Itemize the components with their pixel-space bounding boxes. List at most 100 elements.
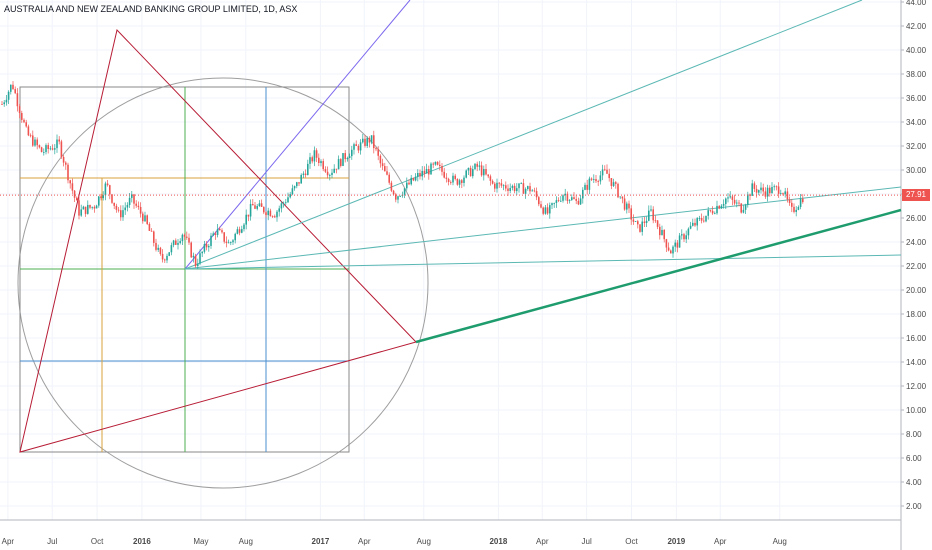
candle-body <box>698 218 701 219</box>
y-tick-label: 30.00 <box>906 166 927 175</box>
candle-body <box>434 161 437 165</box>
candle-body <box>194 255 197 266</box>
candle-body <box>76 197 78 201</box>
candle-body <box>329 174 331 176</box>
candle-body <box>452 175 454 183</box>
candle-body <box>509 187 511 191</box>
candle-body <box>201 251 203 254</box>
candle-body <box>777 186 780 194</box>
candle-body <box>293 186 296 189</box>
candle-body <box>454 175 456 179</box>
candle-body <box>722 203 725 206</box>
candle-body <box>672 246 674 254</box>
chart-title: AUSTRALIA AND NEW ZEALAND BANKING GROUP … <box>4 4 298 14</box>
candle-body <box>1 104 3 105</box>
candle-body <box>527 186 529 190</box>
candle-body <box>311 157 313 162</box>
candle-body <box>234 233 236 241</box>
candle-body <box>656 220 659 227</box>
candle-body <box>271 216 274 217</box>
candle-body <box>678 235 681 248</box>
candle-body <box>161 253 164 260</box>
x-tick-label: Oct <box>91 537 104 546</box>
candle-body <box>313 150 316 162</box>
candle-body <box>465 170 467 178</box>
x-tick-label: Apr <box>2 537 15 546</box>
candle-body <box>91 206 93 208</box>
candle-body <box>588 178 591 190</box>
candle-body <box>725 198 727 204</box>
candle-body <box>597 181 599 182</box>
candle-body <box>126 204 129 208</box>
candle-body <box>795 209 797 212</box>
candle-body <box>65 162 67 165</box>
candle-body <box>128 197 131 205</box>
candle-body <box>370 135 373 143</box>
candle-body <box>663 229 665 240</box>
y-tick-label: 42.00 <box>906 22 927 31</box>
candle-body <box>608 173 610 179</box>
y-tick-label: 12.00 <box>906 382 927 391</box>
candle-body <box>12 84 14 90</box>
candle-body <box>254 205 256 209</box>
y-tick-label: 24.00 <box>906 238 927 247</box>
candle-body <box>736 202 738 204</box>
candle-body <box>648 210 650 221</box>
candle-body <box>599 175 602 182</box>
candle-body <box>392 190 395 195</box>
candle-body <box>784 191 786 195</box>
candle-body <box>337 159 340 170</box>
candle-body <box>727 197 729 199</box>
candle-body <box>168 252 170 256</box>
candle-body <box>14 89 16 94</box>
candle-body <box>364 138 366 146</box>
candle-body <box>476 163 478 167</box>
candle-body <box>113 202 115 206</box>
candle-body <box>665 239 668 248</box>
candle-body <box>47 145 49 149</box>
candle-body <box>238 229 241 233</box>
candle-body <box>340 159 342 166</box>
candle-body <box>346 157 349 160</box>
triangle-drawing <box>19 28 417 453</box>
candle-body <box>421 170 423 177</box>
candle-body <box>780 193 782 194</box>
candle-body <box>177 242 179 245</box>
candle-body <box>626 203 628 210</box>
candle-body <box>645 220 648 223</box>
candle-body <box>34 139 36 146</box>
candle-body <box>170 245 173 253</box>
candle-body <box>18 106 21 114</box>
candle-body <box>641 221 643 232</box>
y-tick-label: 44.00 <box>906 0 927 7</box>
candle-body <box>544 207 547 214</box>
candle-body <box>100 196 102 199</box>
candle-body <box>430 163 432 175</box>
candle-body <box>535 191 538 198</box>
candle-body <box>650 209 652 211</box>
candle-body <box>775 186 778 188</box>
candle-body <box>359 142 362 151</box>
candle-body <box>419 172 421 177</box>
candle-body <box>513 185 516 192</box>
candle-body <box>410 177 412 185</box>
candle-body <box>335 168 338 170</box>
candle-body <box>379 155 382 164</box>
candle-body <box>69 180 71 184</box>
candle-body <box>373 135 375 149</box>
candle-body <box>263 206 265 213</box>
candle-body <box>606 169 608 174</box>
candle-body <box>564 193 566 196</box>
candle-body <box>285 202 287 204</box>
candle-body <box>520 183 522 184</box>
y-tick-label: 26.00 <box>906 214 927 223</box>
candle-body <box>397 196 399 200</box>
candle-body <box>714 213 716 215</box>
fan-line <box>184 0 863 270</box>
candle-body <box>443 171 445 178</box>
candle-body <box>67 164 69 181</box>
candle-body <box>619 196 621 198</box>
candle-body <box>773 186 775 188</box>
x-tick-label: 2019 <box>667 537 685 546</box>
